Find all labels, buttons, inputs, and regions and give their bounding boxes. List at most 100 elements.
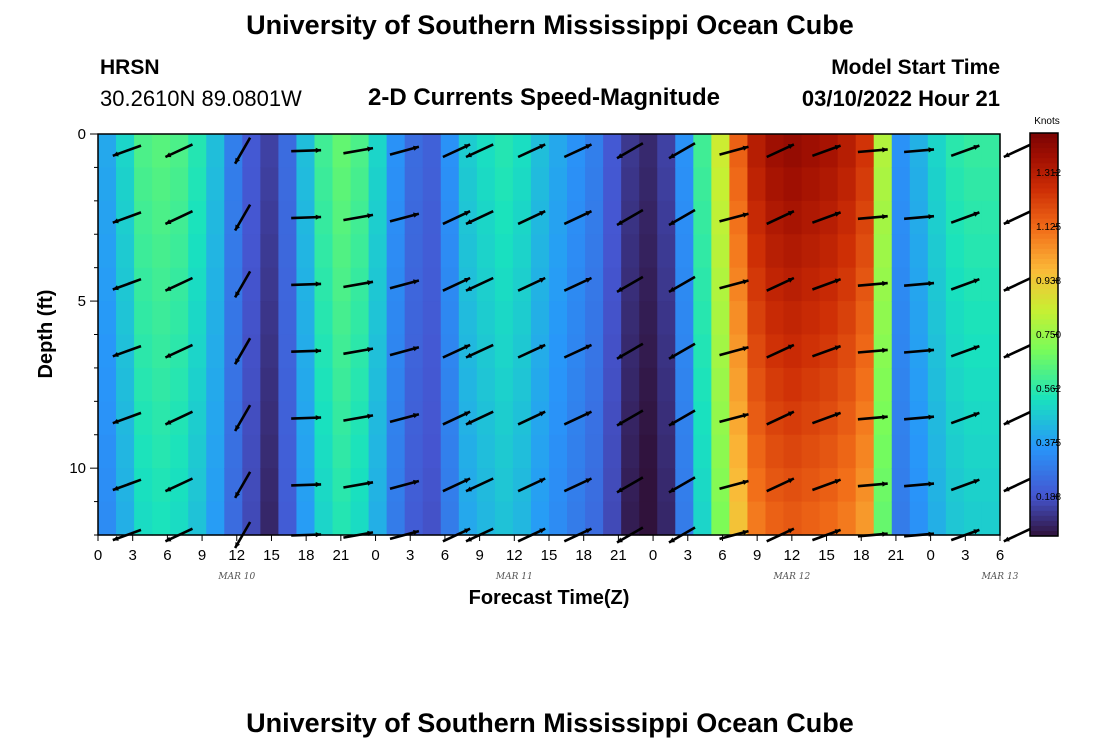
heat-cell xyxy=(404,267,424,302)
colorbar-segment xyxy=(1030,389,1058,396)
vector-arrowhead xyxy=(669,487,675,493)
vector-arrowhead xyxy=(669,420,675,426)
heat-cell xyxy=(512,434,532,469)
vector-arrowhead xyxy=(165,352,172,358)
x-tick-label: 9 xyxy=(475,547,483,564)
heat-cell xyxy=(494,301,514,336)
heat-cell xyxy=(585,200,604,235)
vector-arrowhead xyxy=(466,486,472,492)
colorbar-segment xyxy=(1030,435,1058,441)
vector-arrowhead xyxy=(466,419,472,425)
vector-arrowhead xyxy=(367,146,373,152)
heat-cell xyxy=(963,267,983,302)
heat-cell xyxy=(909,367,929,402)
heat-cell xyxy=(494,401,514,436)
heat-cell xyxy=(981,401,1001,436)
y-axis: 0 5 10 xyxy=(69,126,98,536)
heat-cell xyxy=(927,267,947,302)
colorbar-segment xyxy=(1030,178,1058,184)
heat-cell xyxy=(711,234,730,269)
vector-arrowhead xyxy=(235,224,240,231)
heat-cell xyxy=(567,434,586,469)
colorbar-segment xyxy=(1030,470,1058,477)
heat-cell xyxy=(242,267,261,302)
heat-cell xyxy=(350,301,370,336)
heat-cell xyxy=(404,334,424,369)
heat-cell xyxy=(675,301,694,336)
heat-cell xyxy=(765,267,785,302)
heat-cell xyxy=(332,401,352,436)
vector-arrowhead xyxy=(882,414,888,420)
heat-cell xyxy=(873,234,893,269)
colorbar-segment xyxy=(1030,510,1058,517)
heat-cell xyxy=(422,234,442,269)
heat-cell xyxy=(963,301,983,336)
vector-arrowhead xyxy=(165,152,172,158)
heat-cell xyxy=(873,501,893,536)
heat-cell xyxy=(458,167,478,202)
heat-cell xyxy=(530,267,550,302)
heat-cell xyxy=(729,401,749,436)
heat-cell xyxy=(260,167,279,202)
heat-cell xyxy=(819,367,839,402)
heat-cell xyxy=(693,501,712,536)
vector-arrowhead xyxy=(882,214,888,220)
colorbar-segment xyxy=(1030,223,1058,230)
heat-cell xyxy=(819,301,839,336)
heat-cell xyxy=(188,434,207,469)
colorbar-segment xyxy=(1030,324,1058,331)
heat-cell xyxy=(170,167,189,202)
colorbar-segment xyxy=(1030,349,1058,356)
colorbar-segment xyxy=(1030,420,1058,426)
heat-cell xyxy=(134,234,153,269)
heat-cell xyxy=(603,200,622,235)
heat-cell xyxy=(801,501,821,536)
heat-cell xyxy=(945,434,965,469)
colorbar-segment xyxy=(1030,274,1058,280)
vector-arrowhead xyxy=(1003,286,1010,291)
heat-cell xyxy=(260,234,279,269)
heat-cell xyxy=(585,134,604,169)
heat-cell xyxy=(657,334,676,369)
x-tick-label: 18 xyxy=(575,547,592,564)
heat-cell xyxy=(765,468,785,503)
heat-cell xyxy=(278,367,298,402)
heat-cell xyxy=(512,301,532,336)
heat-cell xyxy=(927,434,947,469)
vector-arrowhead xyxy=(1003,152,1010,158)
heat-cell xyxy=(332,501,352,536)
heat-cell xyxy=(729,434,749,469)
vector-arrowhead xyxy=(367,480,373,486)
heat-cell xyxy=(512,167,532,202)
x-tick-label: 0 xyxy=(371,547,379,564)
colorbar-segment xyxy=(1030,163,1058,169)
heat-cell xyxy=(603,234,622,269)
heat-cell xyxy=(98,200,117,235)
heat-cell xyxy=(639,301,658,336)
heat-cell xyxy=(549,200,568,235)
colorbar: 0.188 0.375 0.562 0.750 0.938 1.125 1.312 xyxy=(1029,132,1061,537)
x-tick-label: 3 xyxy=(129,547,137,564)
heat-cell xyxy=(530,434,550,469)
vector-arrowhead xyxy=(928,414,934,420)
heat-cell xyxy=(296,234,316,269)
vector-arrowhead xyxy=(367,280,373,286)
heat-cell xyxy=(512,200,532,235)
heat-cell xyxy=(927,367,947,402)
heat-cell xyxy=(530,367,550,402)
colorbar-segment xyxy=(1030,158,1058,164)
heat-cell xyxy=(386,367,406,402)
heat-cell xyxy=(585,468,604,503)
heat-cell xyxy=(657,401,676,436)
colorbar-segment xyxy=(1030,279,1058,285)
vector-arrowhead xyxy=(413,530,419,535)
heat-cell xyxy=(549,401,568,436)
heat-cell xyxy=(819,434,839,469)
heat-cell xyxy=(657,501,676,536)
heat-cell xyxy=(927,234,947,269)
heat-cell xyxy=(693,334,712,369)
heat-cell xyxy=(98,167,117,202)
heat-cell xyxy=(314,468,334,503)
vector-arrowhead xyxy=(882,481,888,487)
heat-cell xyxy=(765,134,785,169)
